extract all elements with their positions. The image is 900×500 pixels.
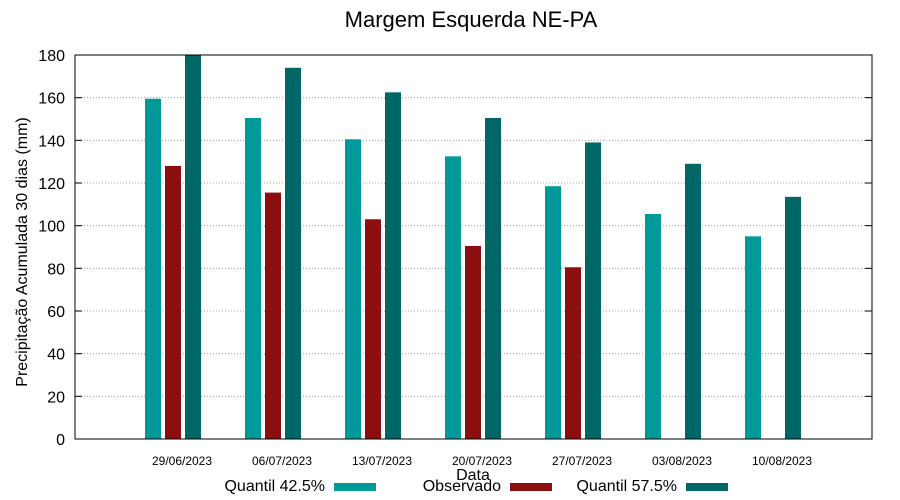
- grid-layer: [75, 97, 872, 397]
- bar-quantil-57-5: [285, 67, 301, 440]
- bar-quantil-42-5: [745, 236, 761, 439]
- legend-swatch: [510, 483, 552, 491]
- bars-layer: [145, 55, 801, 440]
- bar-quantil-57-5: [385, 92, 401, 439]
- y-tick-label: 40: [47, 347, 65, 364]
- y-axis-label: Precipitação Acumulada 30 dias (mm): [14, 117, 31, 386]
- bar-quantil-42-5: [545, 186, 561, 439]
- bar-quantil-42-5: [145, 98, 161, 439]
- x-axis-label: Data: [456, 467, 490, 484]
- bar-quantil-57-5: [685, 163, 701, 440]
- y-tick-label: 80: [47, 261, 65, 278]
- y-tick-label: 140: [38, 133, 65, 150]
- bar-quantil-42-5: [245, 117, 261, 439]
- bar-quantil-42-5: [645, 213, 661, 439]
- x-tick-label: 20/07/2023: [452, 454, 512, 468]
- bar-observado: [165, 165, 181, 439]
- bar-observado: [565, 267, 581, 439]
- bar-observado: [465, 245, 481, 439]
- plot-frame: [74, 54, 873, 440]
- legend: Quantil 42.5% Observado Quantil 57.5%: [224, 478, 728, 495]
- y-tick-label: 60: [47, 304, 65, 321]
- y-tick-label: 20: [47, 389, 65, 406]
- y-tick-label: 120: [38, 176, 65, 193]
- legend-swatch: [334, 483, 376, 491]
- legend-swatch: [686, 483, 728, 491]
- bar-quantil-57-5: [785, 196, 801, 439]
- x-tick-label: 10/08/2023: [752, 454, 812, 468]
- x-tick-label: 29/06/2023: [152, 454, 212, 468]
- bar-quantil-57-5: [585, 142, 601, 439]
- x-tick-label: 27/07/2023: [552, 454, 612, 468]
- y-tick-label: 100: [38, 219, 65, 236]
- legend-label: Observado: [423, 478, 501, 495]
- x-tick-label: 03/08/2023: [652, 454, 712, 468]
- bar-quantil-57-5: [185, 55, 201, 439]
- bar-quantil-42-5: [345, 139, 361, 439]
- legend-label: Quantil 57.5%: [576, 478, 677, 495]
- ticks-layer: 0 20 40 60 80 100 120 140 160 180 29/06/2023 06/07/…: [38, 48, 872, 468]
- bar-quantil-42-5: [445, 156, 461, 440]
- chart-title: Margem Esquerda NE-PA: [345, 7, 598, 32]
- bar-observado: [265, 192, 281, 439]
- y-tick-label: 180: [38, 48, 65, 65]
- legend-label: Quantil 42.5%: [224, 478, 325, 495]
- y-tick-label: 160: [38, 91, 65, 108]
- bar-observado: [365, 219, 381, 439]
- x-tick-label: 06/07/2023: [252, 454, 312, 468]
- x-tick-label: 13/07/2023: [352, 454, 412, 468]
- y-tick-label: 0: [56, 432, 65, 449]
- bar-quantil-57-5: [485, 117, 501, 439]
